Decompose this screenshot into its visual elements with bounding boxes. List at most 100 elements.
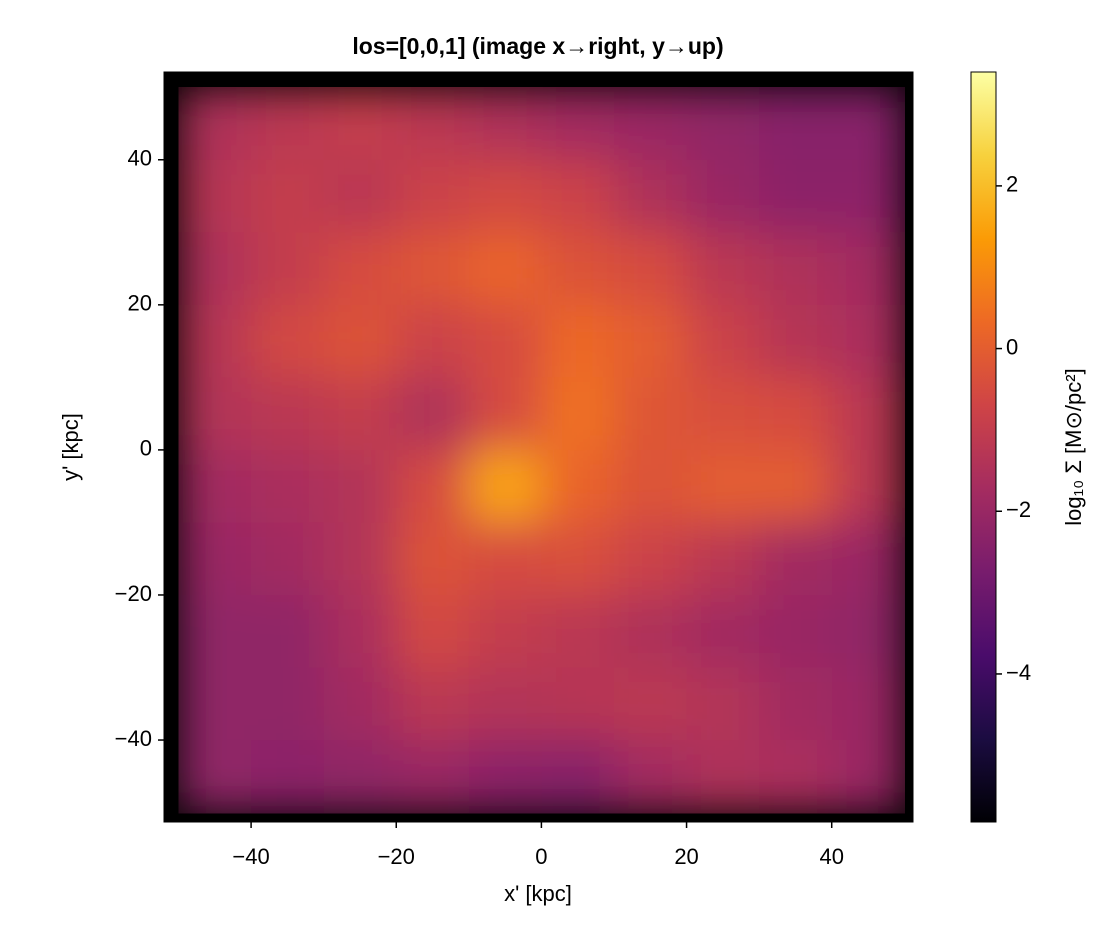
heatmap-cell bbox=[831, 377, 905, 451]
heatmap-cell bbox=[541, 87, 615, 161]
heatmap-cell bbox=[686, 377, 760, 451]
heatmap-cell bbox=[396, 377, 470, 451]
heatmap-cell bbox=[178, 449, 252, 523]
y-tick-label: 40 bbox=[128, 146, 152, 171]
heatmap-cell bbox=[251, 304, 325, 378]
y-tick-label: −40 bbox=[115, 726, 152, 751]
heatmap-cell bbox=[686, 159, 760, 233]
colorbar-tick-label: 2 bbox=[1006, 172, 1018, 197]
heatmap bbox=[178, 87, 905, 814]
x-tick-label: 0 bbox=[535, 844, 547, 869]
heatmap-cell bbox=[759, 667, 833, 741]
heatmap-cell bbox=[178, 377, 252, 451]
heatmap-cell bbox=[541, 522, 615, 596]
heatmap-cell bbox=[831, 449, 905, 523]
colorbar-tick-label: −2 bbox=[1006, 497, 1031, 522]
heatmap-cell bbox=[396, 159, 470, 233]
heatmap-cell bbox=[178, 159, 252, 233]
heatmap-cell bbox=[613, 377, 688, 451]
heatmap-cell bbox=[541, 232, 615, 306]
heatmap-cell bbox=[251, 377, 325, 451]
heatmap-cell bbox=[178, 740, 252, 814]
heatmap-cell bbox=[468, 232, 542, 306]
colorbar bbox=[970, 71, 997, 823]
y-axis-label: y' [kpc] bbox=[58, 413, 83, 481]
heatmap-cell bbox=[323, 87, 397, 161]
heatmap-cell bbox=[613, 87, 688, 161]
plot-frame bbox=[163, 71, 914, 823]
heatmap-cell bbox=[541, 449, 615, 523]
heatmap-cell bbox=[468, 87, 542, 161]
heatmap-cell bbox=[396, 232, 470, 306]
y-tick-label: 0 bbox=[140, 436, 152, 461]
heatmap-cell bbox=[468, 159, 542, 233]
x-tick-label: 20 bbox=[674, 844, 698, 869]
heatmap-cell bbox=[613, 594, 688, 669]
heatmap-cell bbox=[759, 449, 833, 523]
heatmap-cell bbox=[178, 87, 252, 161]
heatmap-cell bbox=[686, 232, 760, 306]
chart-title: los=[0,0,1] (image x→right, y→up) bbox=[352, 33, 723, 59]
heatmap-cell bbox=[831, 667, 905, 741]
heatmap-cell bbox=[831, 522, 905, 596]
heatmap-cell bbox=[396, 449, 470, 523]
heatmap-cell bbox=[759, 522, 833, 596]
heatmap-cell bbox=[323, 667, 397, 741]
heatmap-cell bbox=[178, 232, 252, 306]
heatmap-cell bbox=[323, 159, 397, 233]
heatmap-cell bbox=[686, 522, 760, 596]
heatmap-cell bbox=[178, 522, 252, 596]
heatmap-cell bbox=[178, 304, 252, 378]
heatmap-cell bbox=[541, 594, 615, 669]
heatmap-cell bbox=[468, 740, 542, 814]
heatmap-cell bbox=[613, 522, 688, 596]
heatmap-cell bbox=[468, 667, 542, 741]
x-axis-label: x' [kpc] bbox=[504, 881, 572, 906]
heatmap-cell bbox=[831, 232, 905, 306]
heatmap-cell bbox=[759, 594, 833, 669]
heatmap-cell bbox=[613, 159, 688, 233]
heatmap-cell bbox=[468, 377, 542, 451]
y-tick-label: 20 bbox=[128, 291, 152, 316]
heatmap-cell bbox=[251, 740, 325, 814]
heatmap-cell bbox=[759, 740, 833, 814]
heatmap-cell bbox=[396, 522, 470, 596]
heatmap-cell bbox=[541, 377, 615, 451]
x-tick-label: −20 bbox=[378, 844, 415, 869]
heatmap-cell bbox=[396, 304, 470, 378]
heatmap-cell bbox=[686, 449, 760, 523]
heatmap-cell bbox=[759, 377, 833, 451]
heatmap-cell bbox=[541, 740, 615, 814]
heatmap-cell bbox=[468, 522, 542, 596]
heatmap-cell bbox=[396, 740, 470, 814]
heatmap-cell bbox=[541, 304, 615, 378]
heatmap-cell bbox=[759, 232, 833, 306]
heatmap-cell bbox=[323, 449, 397, 523]
heatmap-cell bbox=[613, 740, 688, 814]
heatmap-cell bbox=[396, 594, 470, 669]
heatmap-cell bbox=[468, 594, 542, 669]
heatmap-cell bbox=[831, 594, 905, 669]
heatmap-cell bbox=[541, 159, 615, 233]
heatmap-cell bbox=[178, 667, 252, 741]
heatmap-cell bbox=[613, 232, 688, 306]
colorbar-tick-label: −4 bbox=[1006, 660, 1031, 685]
colorbar-tick-label: 0 bbox=[1006, 334, 1018, 359]
heatmap-cell bbox=[323, 594, 397, 669]
heatmap-cell bbox=[831, 87, 905, 161]
heatmap-cell bbox=[251, 232, 325, 306]
heatmap-cell bbox=[323, 740, 397, 814]
heatmap-cell bbox=[251, 522, 325, 596]
heatmap-cell bbox=[831, 304, 905, 378]
x-tick-label: 40 bbox=[819, 844, 843, 869]
heatmap-cell bbox=[468, 304, 542, 378]
heatmap-cell bbox=[686, 667, 760, 741]
colorbar-label: log₁₀ Σ [M⊙/pc²] bbox=[1061, 368, 1086, 525]
y-tick-label: −20 bbox=[115, 581, 152, 606]
heatmap-cell bbox=[686, 594, 760, 669]
heatmap-cell bbox=[251, 594, 325, 669]
heatmap-cell bbox=[613, 304, 688, 378]
heatmap-cell bbox=[686, 304, 760, 378]
heatmap-cell bbox=[686, 740, 760, 814]
